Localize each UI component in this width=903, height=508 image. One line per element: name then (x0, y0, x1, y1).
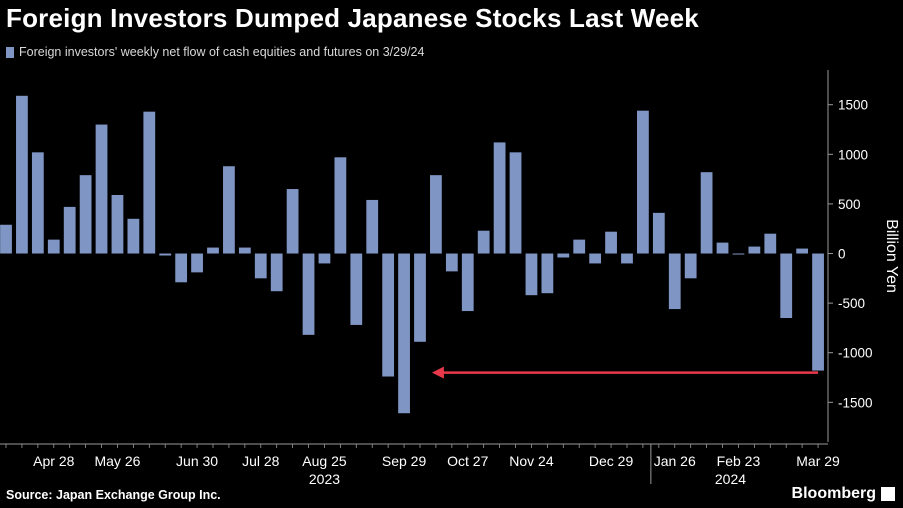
bar-23 (366, 199, 379, 254)
bar-2 (31, 152, 44, 254)
annotation-group (431, 366, 819, 379)
bar-7 (111, 194, 124, 254)
x-tick-label: Jan 26 (654, 453, 696, 469)
bar-1 (16, 95, 28, 254)
y-tick-label: 500 (838, 197, 861, 212)
bar-14 (223, 166, 235, 254)
bar-34 (541, 253, 554, 294)
bar-10 (159, 253, 172, 256)
bar-26 (414, 253, 426, 342)
x-tick-label: Apr 28 (33, 453, 74, 469)
bar-33 (525, 253, 538, 296)
bar-32 (509, 152, 522, 254)
legend-label: Foreign investors' weekly net flow of ca… (19, 45, 425, 59)
bar-9 (143, 111, 156, 254)
y-axis: 1500 1000 500 0 -500 -1000 -1500 Billion Yen (827, 70, 900, 442)
bar-43 (684, 253, 697, 279)
bar-25 (398, 253, 410, 414)
bar-46 (732, 253, 745, 255)
bar-28 (445, 253, 458, 272)
bar-36 (573, 239, 586, 254)
bar-8 (127, 218, 140, 254)
bar-41 (652, 212, 665, 254)
x-tick-label: May 26 (94, 453, 140, 469)
x-tick-label: Nov 24 (509, 453, 554, 469)
brand: Bloomberg (792, 485, 895, 503)
year-label: 2024 (715, 471, 746, 487)
y-tick-label: 1500 (838, 98, 868, 113)
bar-15 (238, 247, 251, 254)
bar-37 (589, 253, 602, 264)
bar-24 (382, 253, 395, 377)
y-axis-label: Billion Yen (883, 219, 900, 293)
y-tick-label: 1000 (838, 147, 868, 162)
bar-27 (430, 175, 442, 254)
bar-35 (557, 253, 570, 258)
bar-12 (191, 253, 203, 273)
x-tick-label: Jul 28 (242, 453, 280, 469)
bloomberg-logo-icon (881, 487, 895, 501)
bar-13 (207, 247, 219, 254)
bar-45 (716, 242, 729, 254)
bar-19 (302, 253, 315, 335)
y-tick-label: -1000 (838, 346, 873, 361)
bar-49 (780, 253, 793, 318)
bar-22 (350, 253, 363, 325)
bar-18 (286, 189, 299, 254)
bar-29 (461, 253, 474, 312)
x-tick-label: Feb 23 (717, 453, 761, 469)
bar-4 (63, 206, 76, 254)
y-tick-label: 0 (838, 247, 846, 262)
bar-6 (95, 124, 108, 254)
bar-51 (812, 253, 824, 371)
bar-21 (334, 157, 347, 254)
legend: Foreign investors' weekly net flow of ca… (6, 45, 424, 59)
bar-39 (621, 253, 633, 264)
x-axis: Apr 28 May 26 Jun 30 Jul 28 Aug 25 Sep 29 Oct … (0, 443, 840, 487)
bar-50 (796, 248, 809, 254)
source-note: Source: Japan Exchange Group Inc. (6, 488, 221, 502)
chart-title: Foreign Investors Dumped Japanese Stocks… (6, 3, 699, 33)
x-tick-label: Mar 29 (796, 453, 840, 469)
bar-47 (748, 246, 761, 254)
y-tick-label: -1500 (838, 395, 873, 410)
bar-42 (668, 253, 681, 310)
x-tick-label: Jun 30 (176, 453, 218, 469)
bar-0 (0, 224, 12, 254)
bar-40 (637, 110, 649, 254)
y-tick-label: -500 (838, 296, 865, 311)
bar-31 (493, 142, 506, 254)
bar-11 (175, 253, 188, 283)
bar-16 (254, 253, 267, 279)
bars-group (0, 95, 824, 414)
x-tick-label: Oct 27 (447, 453, 488, 469)
bar-17 (270, 253, 283, 292)
bar-30 (477, 230, 490, 254)
x-tick-label: Sep 29 (382, 453, 427, 469)
year-label: 2023 (309, 471, 340, 487)
bar-38 (605, 231, 617, 254)
brand-name: Bloomberg (791, 485, 876, 502)
bar-48 (764, 233, 777, 254)
bar-44 (700, 172, 713, 254)
x-tick-label: Dec 29 (589, 453, 634, 469)
bar-5 (79, 175, 92, 254)
x-tick-label: Aug 25 (302, 453, 347, 469)
bar-20 (318, 253, 331, 264)
legend-swatch (6, 46, 14, 58)
bar-3 (47, 239, 60, 254)
annotation-arrowhead (431, 366, 444, 379)
